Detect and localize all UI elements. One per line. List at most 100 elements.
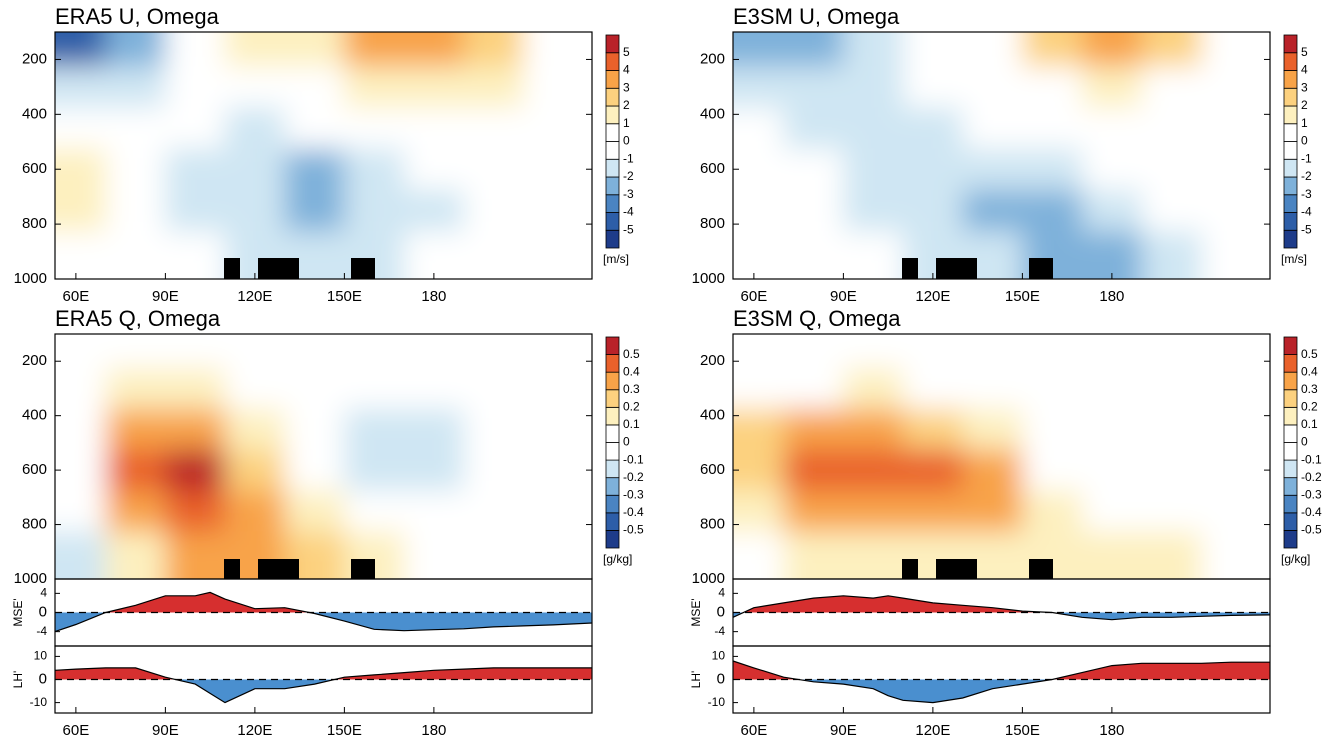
cell [843,368,904,410]
y-axis-label: LH' [11,671,25,689]
cell [55,66,107,108]
cell [105,32,166,67]
cell [105,408,166,451]
cell [1201,107,1270,150]
cell [962,107,1023,150]
positive-area [733,661,1270,680]
cell [1141,66,1202,108]
cell [783,230,844,279]
y-tick-label: 4 [40,586,47,600]
cell [1141,368,1202,410]
cell [105,368,166,410]
cell [962,408,1023,451]
y-tick-label: 400 [700,407,725,424]
cell [962,449,1023,492]
colorbar-box [1283,194,1298,213]
y-tick-label: 0 [717,603,725,620]
chart-title: ERA5 Q, Omega [55,306,221,331]
colorbar-box [605,406,620,426]
cell [225,490,286,532]
y-tick-label: 200 [22,50,47,67]
colorbar-tick-label: -0.1 [1301,452,1322,466]
cell [523,449,592,492]
cell [344,408,405,451]
y-tick-label: 800 [700,215,725,232]
cell [783,408,844,451]
x-tick-label: 60E [741,722,768,739]
chart-title: ERA5 U, Omega [55,4,220,29]
cell [1141,334,1202,369]
colorbar-tick-label: 2 [623,98,630,112]
cell [1141,531,1202,579]
x-tick-label: 150E [1005,722,1040,739]
cell [1022,107,1083,150]
cell [843,449,904,492]
colorbar-tick-label: 0.1 [1301,417,1318,431]
cell [733,189,785,232]
marker [258,258,299,279]
y-tick-label: 400 [22,105,47,122]
cell [344,148,405,191]
x-tick-label: 120E [237,288,272,305]
colorbar-tick-label: 0 [1301,134,1308,148]
cell [903,334,964,369]
cell [55,148,107,191]
cell [733,107,785,150]
cell [284,334,345,369]
colorbar-tick-label: 4 [1301,63,1308,77]
colorbar-box [605,158,620,178]
colorbar-box [1283,176,1298,196]
colorbar-box [1283,530,1298,549]
cell [843,334,904,369]
cell [903,107,964,150]
cell [225,334,286,369]
cell [105,531,166,579]
cell [344,368,405,410]
cell [284,107,345,150]
cell [843,189,904,232]
cell [903,148,964,191]
x-tick-label: 180 [1099,722,1124,739]
colorbar-tick-label: -0.4 [1301,505,1322,519]
colorbar-tick-label: 0.2 [623,400,640,414]
x-tick-label: 60E [63,288,90,305]
negative-area [733,612,1270,620]
cell [1141,148,1202,191]
cell [962,148,1023,191]
cell [1082,66,1143,108]
y-tick-label: 1000 [692,270,725,287]
x-tick-label: 120E [237,722,272,739]
cell [165,408,226,451]
cell [523,531,592,579]
cell [1022,334,1083,369]
cell [523,189,592,232]
cell [225,107,286,150]
marker [902,559,918,579]
colorbar-box [605,34,620,54]
cell [105,107,166,150]
colorbar-box [605,141,620,160]
colorbar-box [1283,158,1298,178]
cell [404,490,465,532]
colorbar-tick-label: -5 [1301,222,1312,236]
colorbar-box [605,87,620,107]
colorbar-box [605,494,620,514]
cell [404,334,465,369]
cell [284,449,345,492]
colorbar-label: [m/s] [603,252,629,266]
cell [733,230,785,279]
cell [344,189,405,232]
cell [1201,531,1270,579]
marker [351,258,375,279]
cell [962,189,1023,232]
cell [225,148,286,191]
cell [1201,230,1270,279]
cell [55,368,107,410]
cell [1141,490,1202,532]
colorbar-tick-label: -0.3 [623,487,644,501]
cell [404,449,465,492]
x-tick-label: 180 [1099,288,1124,305]
colorbar-label: [g/kg] [603,552,632,566]
colorbar-tick-label: 0.3 [623,382,640,396]
marker [1029,559,1053,579]
